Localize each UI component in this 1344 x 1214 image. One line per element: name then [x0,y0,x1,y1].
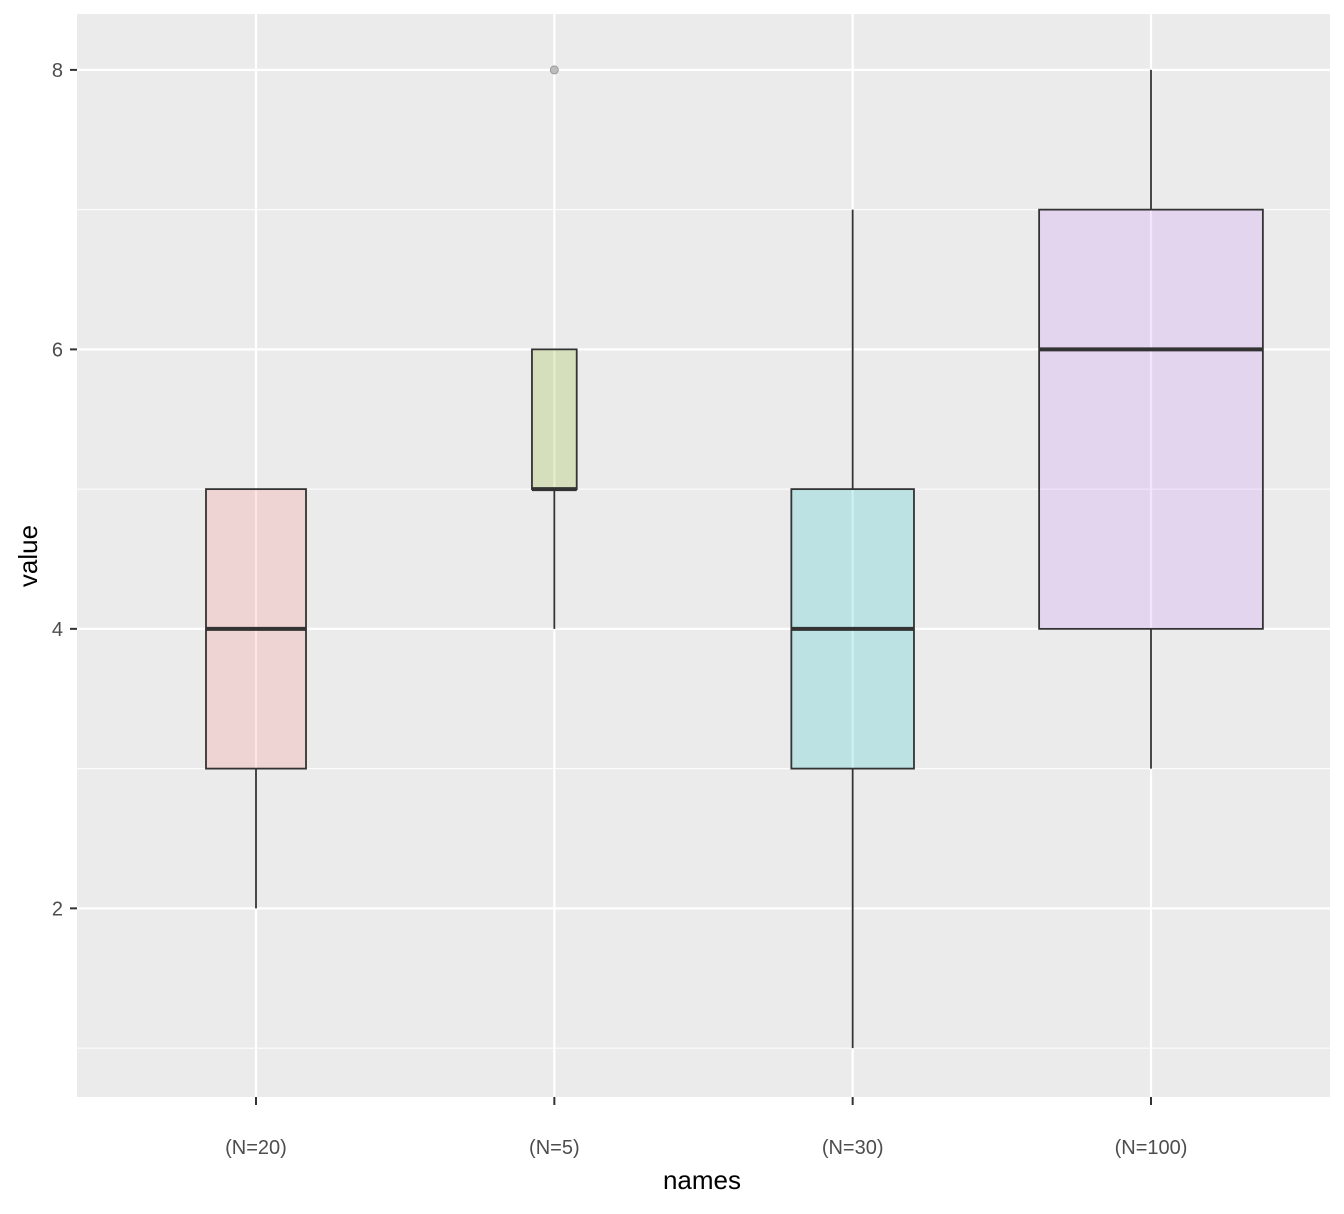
y-axis: 2 4 6 8 [52,60,77,920]
box-rect [531,348,578,491]
boxplot-series [205,65,1264,1049]
x-tick-label: (N=20) [225,1137,287,1159]
x-tick-label: (N=30) [822,1137,884,1159]
box-1 [205,488,307,909]
outlier-point [549,65,559,75]
x-axis-title: names [663,1165,741,1195]
x-tick-label: (N=5) [529,1137,580,1159]
box-4 [1038,69,1264,769]
x-tick-label: (N=100) [1115,1137,1188,1159]
box-2 [531,65,578,629]
plot-panel [77,14,1330,1097]
y-tick-label: 6 [52,339,63,361]
y-tick-label: 4 [52,619,63,641]
y-tick-label: 8 [52,60,63,82]
x-axis: (N=20) (N=5) (N=30) (N=100) [225,1097,1187,1159]
y-axis-title: value [13,525,43,587]
box-rect [1038,208,1264,630]
box-3 [790,209,915,1049]
y-tick-label: 2 [52,898,63,920]
